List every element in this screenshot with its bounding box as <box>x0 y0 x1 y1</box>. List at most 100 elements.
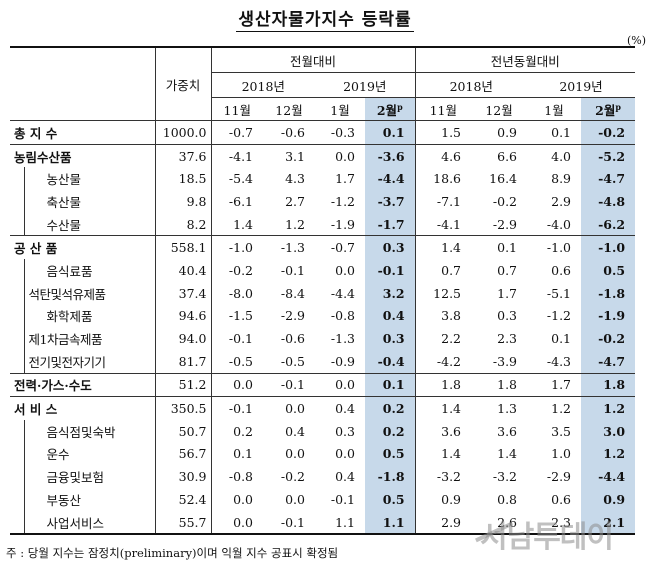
table-row: 운수 56.7 0.1 0.0 0.0 0.5 1.4 1.4 1.0 1.2 <box>10 442 636 466</box>
header-yoy-2018: 2018년 <box>414 72 528 98</box>
yoy-cell: -5.2 <box>581 143 636 168</box>
row-label: 운수 <box>23 442 155 466</box>
yoy-cell: 1.2 <box>581 396 636 420</box>
weight-cell: 37.6 <box>154 143 212 168</box>
row-label: 서 비 스 <box>10 396 155 420</box>
row-label: 총 지 수 <box>10 120 155 145</box>
yoy-cell: 0.7 <box>414 259 472 282</box>
mom-cell: -0.1 <box>263 372 315 397</box>
table-title: 생산자물가지수 등락률 <box>236 10 414 32</box>
row-label: 축산물 <box>23 190 155 213</box>
weight-cell: 8.2 <box>154 212 212 236</box>
mom-cell: -0.7 <box>211 120 263 145</box>
yoy-cell: 1.4 <box>414 442 472 466</box>
mom-cell: -0.1 <box>365 259 416 282</box>
header-yoy: 전년동월대비 <box>414 46 636 73</box>
table-row: 농림수산품 37.6 -4.1 3.1 0.0 -3.6 4.6 6.6 4.0 -5.2 <box>10 143 636 168</box>
yoy-cell: 0.9 <box>471 120 528 145</box>
mom-cell: -1.8 <box>365 465 416 488</box>
yoy-cell: -3.2 <box>414 465 472 488</box>
header-yoy-2019: 2019년 <box>527 72 636 98</box>
yoy-cell: -4.3 <box>546 353 572 369</box>
mom-cell: -3.6 <box>365 143 416 168</box>
yoy-cell: -1.0 <box>581 235 636 260</box>
table-row: 총 지 수 1000.0 -0.7 -0.6 -0.3 0.1 1.5 0.9 0.1 -0.2 <box>10 120 636 145</box>
mom-cell: -4.4 <box>365 167 416 191</box>
table-row: 서 비 스 350.5 -0.1 0.0 0.4 0.2 1.4 1.3 1.2 1.2 <box>10 396 636 420</box>
yoy-cell: -7.1 <box>414 190 472 213</box>
weight-cell: 350.5 <box>154 396 212 420</box>
yoy-cell: 1.4 <box>414 396 472 420</box>
mom-cell: 0.4 <box>315 396 365 420</box>
weight-cell: 37.4 <box>154 281 212 305</box>
mom-cell: -5.4 <box>228 171 253 187</box>
weight-cell: 9.8 <box>154 190 212 213</box>
yoy-cell: 0.5 <box>581 259 636 282</box>
yoy-cell: -4.7 <box>581 167 636 191</box>
weight-cell: 30.9 <box>154 465 212 488</box>
unit-label: (%) <box>626 34 646 47</box>
row-label: 공 산 품 <box>10 235 155 260</box>
mom-cell: -0.5 <box>280 353 305 369</box>
mom-cell: -0.1 <box>263 510 315 536</box>
mom-cell: -0.7 <box>315 235 365 260</box>
ppi-table: 가중치 전월대비 전년동월대비 2018년 2019년 2018년 2019년 … <box>10 46 636 536</box>
mom-cell: 4.3 <box>285 171 305 187</box>
mom-cell: 0.1 <box>233 446 253 462</box>
mom-cell: 0.0 <box>335 262 355 278</box>
yoy-cell: -1.9 <box>581 304 636 328</box>
mom-cell: 0.2 <box>233 423 253 439</box>
mom-cell: 0.4 <box>365 304 416 328</box>
mom-cell: 0.0 <box>285 491 305 507</box>
mom-cell: 0.0 <box>285 446 305 462</box>
mom-cell: -1.0 <box>211 235 263 260</box>
mom-cell: -4.4 <box>330 285 355 301</box>
mom-cell: -0.1 <box>330 491 355 507</box>
mom-cell: -0.4 <box>365 349 416 374</box>
mom-cell: -1.9 <box>330 216 355 232</box>
yoy-cell: -1.2 <box>546 308 572 324</box>
weight-cell: 55.7 <box>154 510 212 536</box>
mom-cell: -0.1 <box>228 331 253 347</box>
mom-cell: 0.4 <box>285 423 305 439</box>
mom-cell: 0.3 <box>365 327 416 350</box>
yoy-cell: -2.9 <box>492 216 518 232</box>
yoy-cell: -0.2 <box>581 120 636 145</box>
yoy-cell: 0.6 <box>551 262 572 278</box>
table-row: 부동산 52.4 0.0 0.0 -0.1 0.5 0.9 0.8 0.6 0.9 <box>10 488 636 511</box>
mom-cell: 0.0 <box>315 372 365 397</box>
yoy-cell: 0.7 <box>497 262 518 278</box>
table-row: 전력·가스·수도 51.2 0.0 -0.1 0.0 0.1 1.8 1.8 1.7 1.8 <box>10 372 636 397</box>
table-row: 금융및보험 30.9 -0.8 -0.2 0.4 -1.8 -3.2 -3.2 -2.9 -4.4 <box>10 465 636 488</box>
yoy-cell: 1.4 <box>497 446 518 462</box>
weight-cell: 51.2 <box>154 372 212 397</box>
yoy-cell: 6.6 <box>471 143 528 168</box>
mom-cell: 0.3 <box>365 235 416 260</box>
row-label: 사업서비스 <box>23 510 155 536</box>
table-row: 농산물 18.5 -5.4 4.3 1.7 -4.4 18.6 16.4 8.9 -4.7 <box>10 167 636 191</box>
table-row: 축산물 9.8 -6.1 2.7 -1.2 -3.7 -7.1 -0.2 2.9 -4.8 <box>10 190 636 213</box>
row-label: 음식점및숙박 <box>23 419 155 443</box>
mom-cell: -0.6 <box>280 331 305 347</box>
row-label: 제1차금속제품 <box>23 327 155 350</box>
header-month-prelim: 2월p <box>581 97 636 121</box>
table-row: 석탄및석유제품 37.4 -8.0 -8.4 -4.4 3.2 12.5 1.7 -5.1 -1.… <box>10 281 636 305</box>
yoy-cell: 0.9 <box>414 488 472 511</box>
watermark-logo: 서남투데이 <box>480 512 614 556</box>
mom-cell: 1.4 <box>233 216 253 232</box>
weight-cell: 56.7 <box>154 442 212 466</box>
weight-cell: 81.7 <box>154 349 212 374</box>
mom-cell: 0.0 <box>315 143 365 168</box>
mom-cell: 0.2 <box>365 419 416 443</box>
yoy-cell: 3.5 <box>551 423 572 439</box>
header-weight: 가중치 <box>154 46 212 121</box>
mom-cell: 1.1 <box>365 510 416 536</box>
mom-cell: -1.7 <box>365 212 416 236</box>
yoy-cell: -5.1 <box>546 285 572 301</box>
row-label: 농림수산품 <box>10 143 155 168</box>
mom-cell: -0.2 <box>280 469 305 485</box>
mom-cell: -0.6 <box>263 120 315 145</box>
mom-cell: 0.1 <box>365 120 416 145</box>
yoy-cell: -3.9 <box>492 353 518 369</box>
mom-cell: -0.8 <box>330 308 355 324</box>
